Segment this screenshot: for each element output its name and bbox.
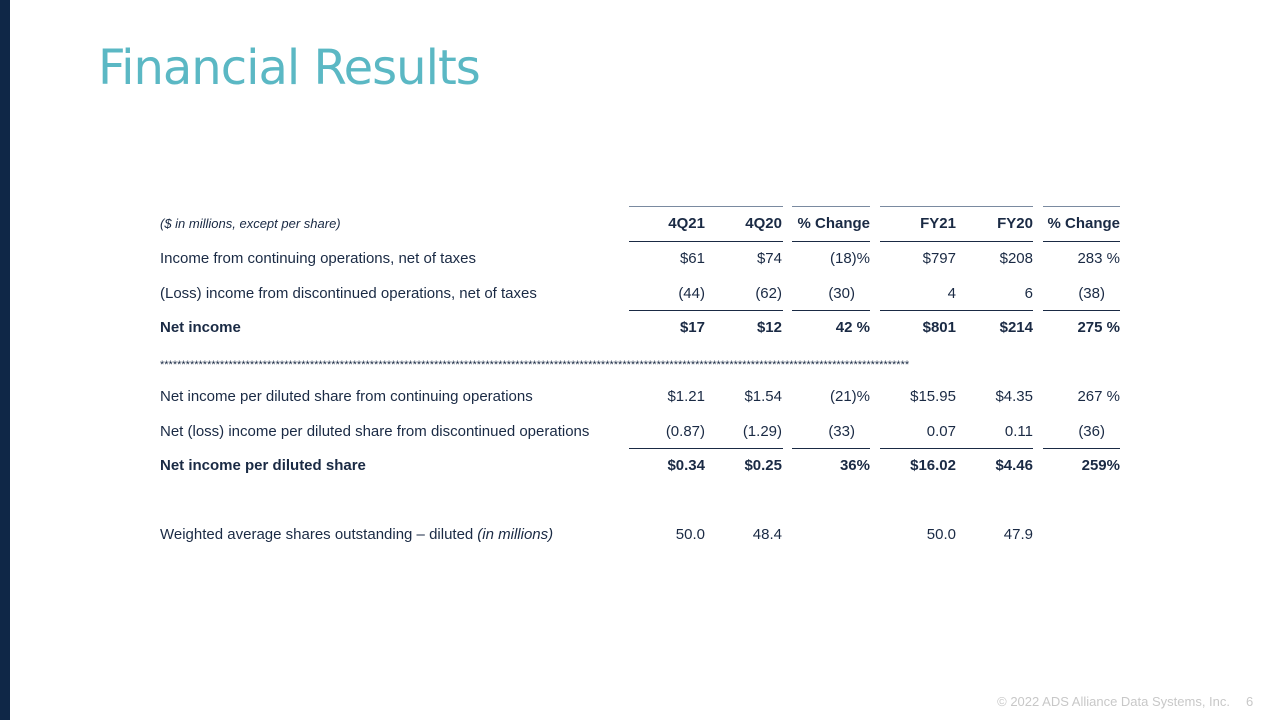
rule	[629, 206, 783, 207]
cell: (21)%	[829, 388, 870, 405]
row-label-text: Net (loss) income per diluted share from…	[160, 423, 590, 440]
cell: 48.4	[752, 526, 782, 543]
cell: $797	[922, 250, 956, 267]
cell: $74	[756, 250, 782, 267]
rule	[792, 206, 870, 207]
cell: 36%	[839, 457, 870, 474]
rule	[629, 310, 783, 311]
cell: 267 %	[1077, 388, 1120, 405]
rule	[880, 448, 1033, 449]
rule	[629, 448, 783, 449]
column-header: FY20	[997, 215, 1033, 232]
rule	[792, 241, 870, 242]
row-label-note: (in millions)	[477, 526, 554, 543]
cell: 0.11	[1004, 423, 1033, 440]
cell: (36)	[1078, 423, 1105, 440]
cell: 259%	[1081, 457, 1120, 474]
row-label-text: Net income per diluted share	[160, 457, 366, 474]
column-header: FY21	[920, 215, 956, 232]
cell: 42 %	[835, 319, 870, 336]
cell: $0.25	[744, 457, 782, 474]
separator: ****************************************…	[160, 359, 910, 371]
cell: $801	[922, 319, 956, 336]
cell: (1.29)	[742, 423, 782, 440]
cell: 4	[947, 285, 956, 302]
cell: 47.9	[1003, 526, 1033, 543]
row-label-text: (Loss) income from discontinued operatio…	[160, 285, 537, 302]
row-label: Net income per diluted share from contin…	[160, 387, 533, 407]
column-header: % Change	[1047, 215, 1120, 232]
row-label: Net (loss) income per diluted share from…	[160, 422, 589, 442]
rule	[880, 241, 1033, 242]
row-label-text: Net income per diluted share from contin…	[160, 388, 533, 405]
cell: 275 %	[1077, 319, 1120, 336]
rule	[1043, 310, 1120, 311]
cell: (33)	[828, 423, 855, 440]
cell: $1.21	[667, 388, 705, 405]
cell: (0.87)	[665, 423, 705, 440]
row-label-text: Income from continuing operations, net o…	[160, 250, 477, 267]
cell: $4.46	[995, 457, 1033, 474]
row-label: Weighted average shares outstanding – di…	[160, 525, 553, 545]
cell: 283 %	[1077, 250, 1120, 267]
cell: 50.0	[926, 526, 956, 543]
rule	[1043, 206, 1120, 207]
title: Financial Results	[98, 40, 481, 96]
rule	[629, 241, 783, 242]
cell: $1.54	[744, 388, 782, 405]
cell: $12	[756, 319, 782, 336]
cell: (62)	[755, 285, 782, 302]
header-note: ($ in millions, except per share)	[160, 216, 341, 231]
cell: 6	[1024, 285, 1033, 302]
rule	[1043, 448, 1120, 449]
cell: $16.02	[910, 457, 956, 474]
cell: (44)	[678, 285, 705, 302]
page-number: 6	[1246, 694, 1254, 709]
rule	[792, 448, 870, 449]
row-label-text: Weighted average shares outstanding – di…	[160, 526, 474, 543]
cell: (18)%	[829, 250, 870, 267]
row-label: Net income	[160, 318, 241, 338]
cell: (38)	[1078, 285, 1105, 302]
cell: (30)	[828, 285, 855, 302]
column-header: 4Q20	[745, 215, 782, 232]
cell: $208	[999, 250, 1033, 267]
rule	[880, 206, 1033, 207]
row-label-text: Net income	[160, 319, 241, 336]
side-bar	[0, 0, 10, 720]
cell: 0.07	[926, 423, 956, 440]
column-header: 4Q21	[668, 215, 705, 232]
cell: $4.35	[995, 388, 1033, 405]
cell: $17	[679, 319, 705, 336]
cell: $214	[999, 319, 1033, 336]
cell: $15.95	[910, 388, 956, 405]
row-label: Income from continuing operations, net o…	[160, 249, 476, 269]
cell: $0.34	[667, 457, 705, 474]
rule	[880, 310, 1033, 311]
row-label: (Loss) income from discontinued operatio…	[160, 284, 537, 304]
cell: 50.0	[675, 526, 705, 543]
cell: $61	[679, 250, 705, 267]
footer: © 2022 ADS Alliance Data Systems, Inc.	[997, 694, 1230, 709]
column-header: % Change	[797, 215, 870, 232]
row-label: Net income per diluted share	[160, 456, 366, 476]
rule	[792, 310, 870, 311]
rule	[1043, 241, 1120, 242]
